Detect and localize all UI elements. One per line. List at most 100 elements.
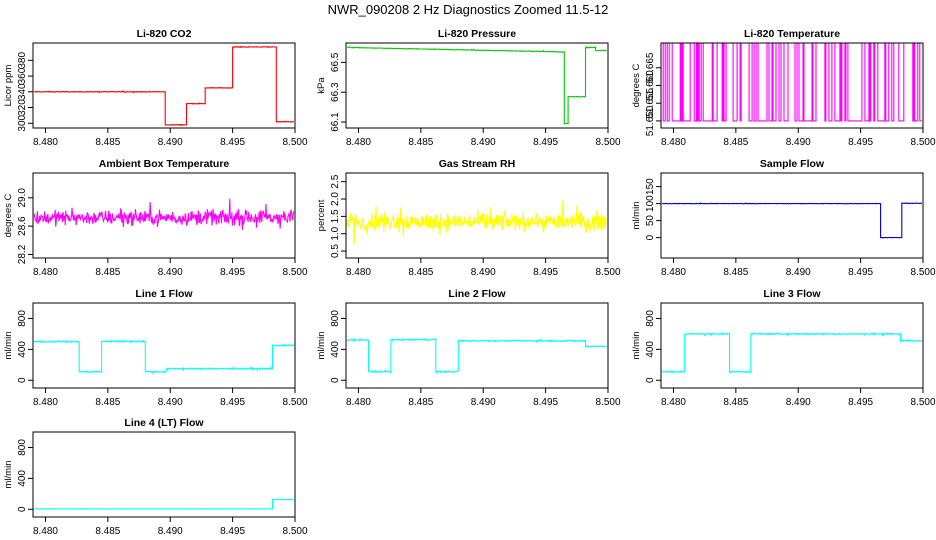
y-axis-label: ml/min	[3, 461, 14, 489]
x-tick-label: 8.480	[661, 397, 686, 408]
x-tick-label: 8.490	[471, 137, 496, 148]
y-tick-label: 320	[17, 99, 28, 116]
x-tick-label: 8.495	[533, 267, 558, 278]
chart-6-sample-flow: Sample Flow 8.480 8.485 8.490 8.495 8.500 0 50 1…	[631, 158, 936, 278]
chart-1-li-820-co2: Li-820 CO2 8.480 8.485 8.490 8.495 8.500 30032…	[3, 28, 308, 148]
x-tick-label: 8.480	[33, 137, 58, 148]
x-tick-label: 8.480	[346, 397, 371, 408]
x-tick-label: 8.495	[533, 137, 558, 148]
y-tick-label: 800	[17, 310, 28, 327]
chart-title: Sample Flow	[760, 158, 825, 170]
x-tick-label: 8.500	[910, 137, 935, 148]
chart-title: Li-820 CO2	[137, 28, 192, 40]
series-line-1	[33, 198, 295, 230]
x-tick-label: 8.500	[282, 397, 307, 408]
page-title: NWR_090208 2 Hz Diagnostics Zoomed 11.5-…	[327, 2, 609, 17]
chart-4-ambient-box-temperature: Ambient Box Temperature 8.480 8.485 8.490 8.…	[3, 158, 308, 278]
chart-title: Line 1 Flow	[135, 288, 193, 300]
chart-5-gas-stream-rh: Gas Stream RH 8.480 8.485 8.490 8.495 8.500 0.…	[316, 158, 621, 278]
y-tick-label: 66.1	[330, 112, 341, 132]
chart-title: Li-820 Temperature	[744, 28, 840, 40]
y-tick-label: 50	[645, 215, 656, 227]
x-tick-label: 8.485	[95, 526, 120, 537]
x-tick-label: 8.480	[346, 267, 371, 278]
chart-8-line-2-flow: Line 2 Flow 8.480 8.485 8.490 8.495 8.500 0 400…	[316, 288, 621, 408]
plot-frame	[660, 42, 924, 129]
chart-2-li-820-pressure: Li-820 Pressure 8.480 8.485 8.490 8.495 8.500…	[316, 28, 621, 148]
plot-frame	[660, 302, 924, 389]
x-tick-label: 8.485	[408, 137, 433, 148]
x-tick-label: 8.490	[786, 397, 811, 408]
x-tick-label: 8.490	[158, 267, 183, 278]
x-tick-label: 8.490	[158, 526, 183, 537]
x-tick-label: 8.500	[282, 267, 307, 278]
x-tick-label: 8.480	[33, 526, 58, 537]
y-axis-label: ml/min	[631, 332, 642, 360]
x-tick-label: 8.500	[595, 267, 620, 278]
x-tick-label: 8.485	[95, 137, 120, 148]
chart-title: Gas Stream RH	[439, 158, 515, 170]
x-tick-label: 8.500	[595, 137, 620, 148]
x-tick-label: 8.485	[723, 397, 748, 408]
x-tick-label: 8.490	[471, 397, 496, 408]
y-tick-label: 380	[17, 52, 28, 69]
y-axis-label: degrees C	[631, 63, 642, 107]
chart-10-line-4-lt-flow: Line 4 (LT) Flow 8.480 8.485 8.490 8.495 8.50…	[3, 417, 308, 537]
y-tick-label: 400	[17, 470, 28, 487]
x-tick-label: 8.485	[95, 397, 120, 408]
plot-frame	[32, 42, 296, 129]
y-tick-label: 300	[17, 114, 28, 131]
y-tick-label: 66.5	[330, 52, 341, 72]
x-tick-label: 8.500	[595, 397, 620, 408]
x-tick-label: 8.490	[158, 137, 183, 148]
y-tick-label: 1.5	[330, 209, 341, 223]
y-axis-label: percent	[316, 199, 327, 231]
x-tick-label: 8.490	[471, 267, 496, 278]
series-line-1	[34, 45, 295, 127]
x-tick-label: 8.480	[661, 137, 686, 148]
y-tick-label: 150	[645, 178, 656, 195]
y-tick-label: 51.660	[645, 70, 656, 101]
y-tick-label: 28.6	[17, 216, 28, 236]
y-tick-label: 0	[645, 234, 656, 240]
y-tick-label: 0.5	[330, 244, 341, 258]
y-tick-label: 1.0	[330, 226, 341, 240]
x-tick-label: 8.500	[282, 137, 307, 148]
chart-title: Li-820 Pressure	[438, 28, 516, 40]
y-tick-label: 360	[17, 67, 28, 84]
series-line-1	[346, 337, 607, 375]
y-tick-label: 800	[645, 310, 656, 327]
x-tick-label: 8.495	[848, 397, 873, 408]
series-line-1	[347, 45, 607, 125]
chart-title: Ambient Box Temperature	[99, 158, 230, 170]
x-tick-label: 8.480	[33, 397, 58, 408]
y-axis-label: ml/min	[316, 332, 327, 360]
chart-title: Line 3 Flow	[763, 288, 821, 300]
y-tick-label: 2.5	[330, 174, 341, 188]
x-tick-label: 8.495	[533, 397, 558, 408]
chart-title: Line 2 Flow	[448, 288, 506, 300]
series-line-1	[34, 498, 294, 511]
x-tick-label: 8.480	[33, 267, 58, 278]
plot-frame	[32, 172, 296, 259]
x-tick-label: 8.495	[848, 267, 873, 278]
chart-3-li-820-temperature: Li-820 Temperature 8.480 8.485 8.490 8.495 8.…	[631, 28, 936, 148]
x-tick-label: 8.485	[408, 397, 433, 408]
y-tick-label: 100	[645, 195, 656, 212]
plot-frame	[32, 431, 296, 518]
chart-7-line-1-flow: Line 1 Flow 8.480 8.485 8.490 8.495 8.500 0 400…	[3, 288, 308, 408]
y-axis-label: degrees C	[3, 193, 14, 237]
x-tick-label: 8.495	[220, 526, 245, 537]
y-tick-label: 800	[17, 439, 28, 456]
x-tick-label: 8.490	[786, 137, 811, 148]
y-tick-label: 29.0	[17, 188, 28, 208]
y-axis-label: kPa	[316, 77, 327, 94]
y-tick-label: 28.2	[17, 244, 28, 264]
y-tick-label: 800	[330, 310, 341, 327]
series-line-1	[33, 339, 295, 375]
y-tick-label: 0	[17, 377, 28, 383]
x-tick-label: 8.500	[282, 526, 307, 537]
x-tick-label: 8.495	[220, 267, 245, 278]
y-tick-label: 400	[330, 341, 341, 358]
y-axis-label: ml/min	[3, 332, 14, 360]
